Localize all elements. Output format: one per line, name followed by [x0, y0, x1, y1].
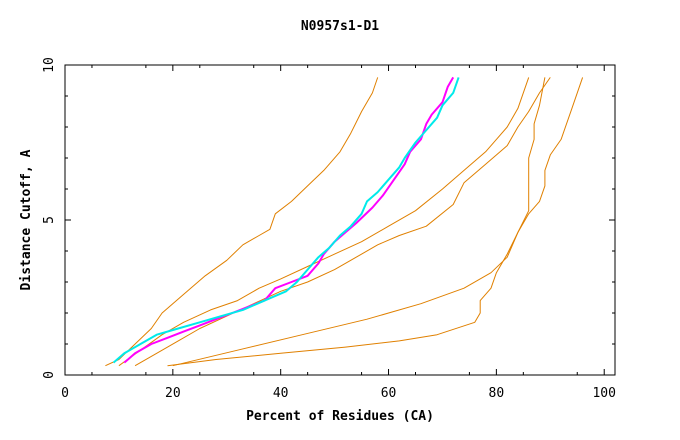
- x-tick-label: 0: [61, 386, 69, 401]
- x-tick-label: 80: [489, 386, 505, 401]
- x-tick-label: 60: [381, 386, 397, 401]
- series-line-orange-2: [118, 77, 530, 367]
- series-line-orange-3: [134, 77, 551, 367]
- y-tick-label: 0: [42, 371, 57, 379]
- y-axis-label: Distance Cutoff, A: [19, 149, 34, 290]
- x-tick-label: 20: [165, 386, 181, 401]
- y-tick-label: 10: [42, 57, 57, 73]
- series-line-orange-1: [105, 77, 379, 367]
- plot-frame: [64, 64, 616, 376]
- series-line-orange-5: [167, 77, 584, 367]
- chart-title: N0957s1-D1: [301, 19, 379, 34]
- axis-ticks: 0 20 40 60 80 100 0 5 10: [42, 57, 616, 401]
- x-tick-label: 100: [592, 386, 615, 401]
- series-line-cyan: [112, 77, 460, 364]
- y-tick-label: 5: [42, 216, 57, 224]
- x-axis-label: Percent of Residues (CA): [246, 409, 434, 424]
- series-line-magenta: [123, 76, 455, 364]
- plot-lines: [105, 76, 584, 367]
- x-tick-label: 40: [273, 386, 289, 401]
